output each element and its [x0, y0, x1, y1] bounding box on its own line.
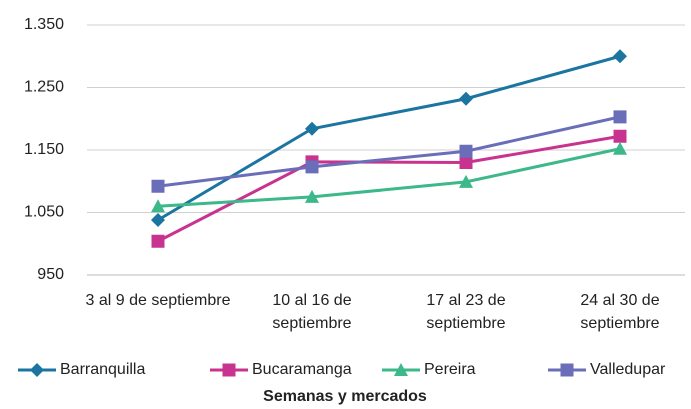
legend-label: Valledupar	[590, 361, 666, 378]
x-tick-label: 24 al 30 de septiembre	[580, 292, 660, 332]
marker	[613, 129, 627, 143]
x-tick-label: 3 al 9 de septiembre	[85, 292, 231, 309]
marker	[459, 144, 473, 158]
legend-label: Pereira	[424, 361, 476, 378]
marker	[613, 49, 627, 64]
legend-label: Bucaramanga	[252, 361, 352, 378]
y-tick-label: 1.050	[24, 204, 64, 221]
y-tick-label: 1.250	[24, 79, 64, 96]
marker	[394, 363, 408, 376]
marker	[151, 179, 165, 193]
marker	[613, 110, 627, 124]
marker	[30, 363, 44, 377]
marker	[613, 141, 627, 155]
y-tick-label: 950	[37, 266, 64, 283]
marker	[222, 363, 236, 377]
series-line	[157, 54, 621, 222]
marker	[305, 160, 319, 174]
marker	[305, 189, 319, 203]
marker	[560, 363, 574, 377]
marker	[459, 156, 473, 169]
series-line	[157, 115, 621, 188]
marker	[151, 234, 165, 248]
marker	[305, 121, 319, 136]
series-line	[157, 147, 621, 208]
y-tick-label: 1.350	[24, 16, 64, 33]
marker	[151, 213, 165, 227]
x-tick-label: 17 al 23 de septiembre	[426, 292, 506, 332]
x-tick-label: 10 al 16 de septiembre	[272, 292, 352, 332]
marker	[151, 199, 165, 213]
y-tick-label: 1.150	[24, 141, 64, 158]
marker	[459, 174, 473, 188]
x-axis-label: Semanas y mercados	[263, 388, 427, 405]
marker	[459, 91, 473, 106]
legend-label: Barranquilla	[60, 361, 145, 378]
